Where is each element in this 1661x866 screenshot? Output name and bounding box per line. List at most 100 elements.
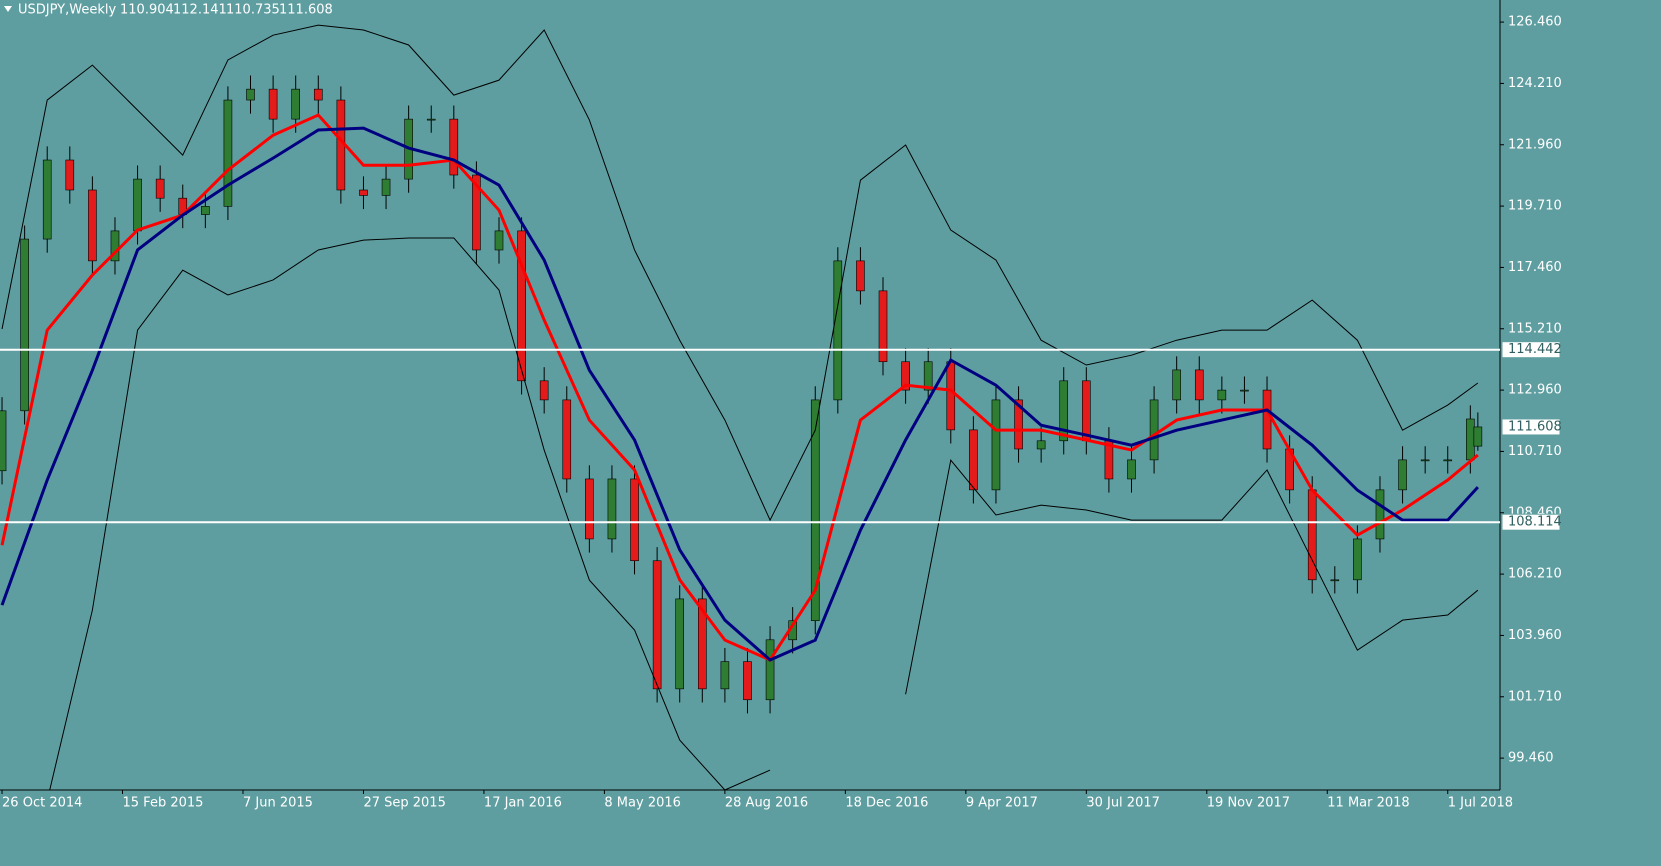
candle-body xyxy=(720,661,730,690)
candle-body xyxy=(675,598,685,690)
candle-body xyxy=(313,88,323,101)
candle-body xyxy=(155,178,165,199)
candle-body xyxy=(1172,369,1181,401)
candle-body xyxy=(381,178,391,196)
y-tick-label: 101.710 xyxy=(1508,689,1562,704)
symbol-title: USDJPY,Weekly xyxy=(18,3,116,18)
candle-body xyxy=(42,159,52,240)
candle-body xyxy=(65,159,75,191)
indicator-line xyxy=(0,126,1479,662)
candle-body xyxy=(833,260,843,401)
header-high: 112.141 xyxy=(173,3,227,18)
y-tick-label: 117.460 xyxy=(1508,260,1562,275)
candle-body xyxy=(291,88,300,120)
candle-body xyxy=(1149,399,1159,461)
x-tick-label: 19 Nov 2017 xyxy=(1207,796,1290,811)
candle-body xyxy=(246,88,255,101)
header-close: 111.608 xyxy=(279,3,333,18)
candle-body xyxy=(1398,459,1407,491)
y-tick-label: 99.460 xyxy=(1508,751,1554,766)
candle-body xyxy=(1443,459,1453,462)
candle-body xyxy=(133,178,142,232)
candle-body xyxy=(494,230,504,251)
candle-body xyxy=(923,361,933,391)
candle-body xyxy=(517,230,526,382)
x-tick-label: 27 Sep 2015 xyxy=(363,796,445,811)
candle-body xyxy=(1014,399,1023,450)
candle-body xyxy=(201,206,210,215)
y-tick-label: 110.710 xyxy=(1508,444,1562,459)
candle-body xyxy=(946,361,956,431)
hline-label-box xyxy=(1501,341,1561,359)
candle-body xyxy=(901,361,910,391)
candle-body xyxy=(472,174,481,251)
candle-body xyxy=(630,478,639,562)
candle-body xyxy=(223,99,233,207)
y-tick-label: 119.710 xyxy=(1508,199,1562,214)
y-tick-label: 115.210 xyxy=(1508,321,1562,336)
header-open: 110.904 xyxy=(120,3,174,18)
x-tick-label: 7 Jun 2015 xyxy=(243,796,313,811)
menu-triangle[interactable] xyxy=(4,6,12,12)
x-tick-label: 15 Feb 2015 xyxy=(123,796,204,811)
x-tick-label: 8 May 2016 xyxy=(604,796,681,811)
candle-body xyxy=(449,118,459,176)
x-tick-label: 28 Aug 2016 xyxy=(725,796,808,811)
candle-body xyxy=(585,478,594,540)
candle-body xyxy=(20,238,29,412)
indicator-line xyxy=(905,459,1479,695)
x-tick-label: 9 Apr 2017 xyxy=(966,796,1038,811)
indicator-line xyxy=(1,24,1479,522)
candle-body xyxy=(743,661,752,701)
candle-body xyxy=(697,598,707,690)
candle-body xyxy=(1353,538,1362,581)
y-tick-label: 126.460 xyxy=(1508,15,1562,30)
candle-body xyxy=(1330,579,1340,582)
indicator-line xyxy=(49,237,771,790)
y-tick-label: 103.960 xyxy=(1508,628,1562,643)
hline-label-box xyxy=(1501,513,1561,531)
candle-body xyxy=(1059,380,1069,442)
candle-body xyxy=(268,88,278,120)
candle-body xyxy=(969,429,978,491)
x-tick-label: 30 Jul 2017 xyxy=(1086,796,1160,811)
y-tick-label: 112.960 xyxy=(1508,383,1562,398)
candle-body xyxy=(1375,489,1385,540)
x-tick-label: 11 Mar 2018 xyxy=(1327,796,1409,811)
hline-label: 108.114 xyxy=(1508,515,1562,530)
candle-body xyxy=(110,230,120,262)
candle-body xyxy=(856,260,865,292)
hline-label: 114.442 xyxy=(1508,342,1562,357)
candle-body xyxy=(1420,459,1430,462)
price-label: 111.608 xyxy=(1508,419,1562,434)
x-tick-label: 26 Oct 2014 xyxy=(2,796,82,811)
candle-body xyxy=(810,399,820,622)
candle-body xyxy=(607,478,617,540)
candle-body xyxy=(1194,369,1204,401)
y-tick-label: 124.210 xyxy=(1508,76,1562,91)
x-tick-label: 18 Dec 2016 xyxy=(845,796,928,811)
y-tick-label: 106.210 xyxy=(1508,567,1562,582)
candle-body xyxy=(539,380,549,401)
candle-body xyxy=(1082,380,1091,442)
candle-body xyxy=(562,399,572,480)
x-tick-label: 1 Jul 2018 xyxy=(1448,796,1513,811)
price-label-box xyxy=(1501,418,1561,436)
plot-area xyxy=(0,24,1483,790)
candle-body xyxy=(1127,459,1136,480)
candle-body xyxy=(426,118,436,121)
candle-body xyxy=(1217,389,1227,401)
candle-body xyxy=(1262,389,1272,450)
x-tick-label: 17 Jan 2016 xyxy=(484,796,562,811)
candle-body xyxy=(359,189,368,196)
header-low: 110.735 xyxy=(226,3,280,18)
candle-body xyxy=(878,290,888,363)
candle-body xyxy=(991,399,1001,491)
candle-body xyxy=(1240,389,1249,392)
candle-body xyxy=(652,560,662,690)
candle-body xyxy=(1473,426,1483,447)
candle-body xyxy=(0,410,7,472)
y-tick-label: 121.960 xyxy=(1508,137,1562,152)
